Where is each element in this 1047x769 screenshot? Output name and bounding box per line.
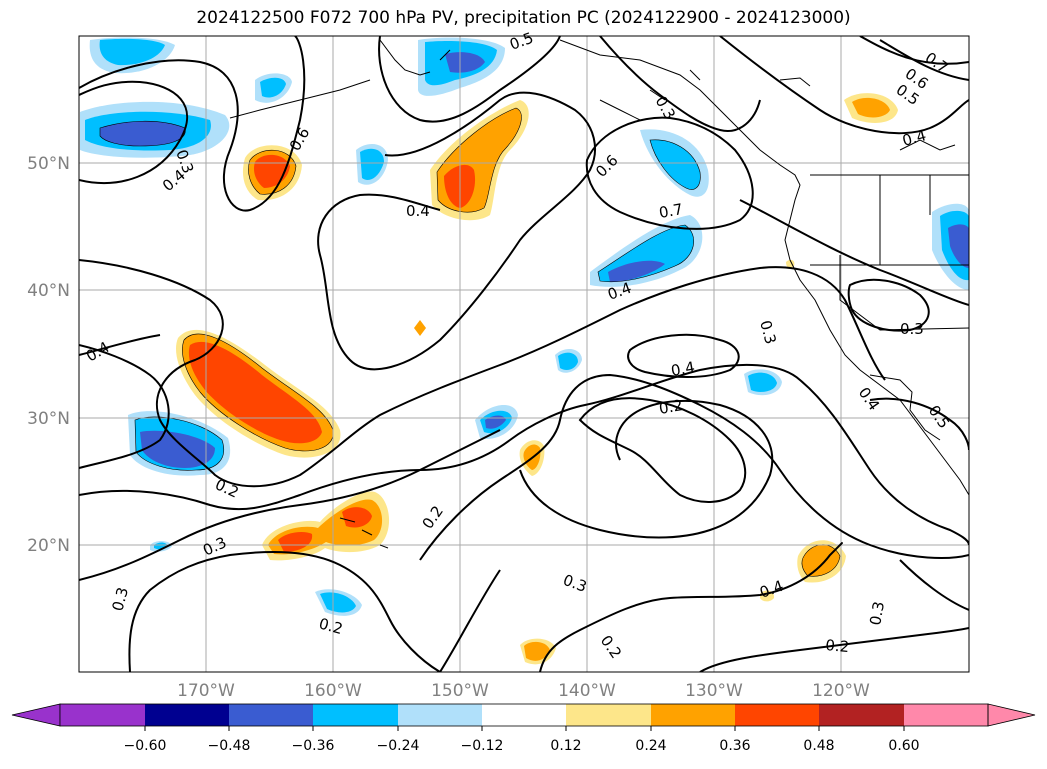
lat-label: 50°N — [27, 154, 70, 174]
contour-label: 0.3 — [108, 585, 132, 613]
negative-pc-shading — [80, 37, 969, 616]
contour-label: 0.2 — [317, 614, 345, 638]
gridlines — [79, 36, 969, 672]
lat-label: 30°N — [27, 409, 70, 429]
longitude-labels: 170°W 160°W 150°W 140°W 130°W 120°W — [177, 681, 870, 701]
colorbar-bin — [398, 704, 482, 726]
colorbar-tick-label: 0.48 — [803, 738, 834, 754]
colorbar-bin — [229, 704, 313, 726]
lon-label: 140°W — [558, 681, 616, 701]
lon-label: 160°W — [304, 681, 362, 701]
contour-label: 0.3 — [900, 320, 924, 338]
colorbar-tick-label: 0.60 — [888, 738, 919, 754]
colorbar-bin — [735, 704, 819, 726]
colorbar-frame — [59, 703, 989, 727]
colorbar-tick-label: −0.12 — [461, 738, 504, 754]
contour-label: 0.4 — [900, 126, 928, 150]
colorbar-tick-label: −0.36 — [292, 738, 335, 754]
pv-contours — [79, 36, 969, 672]
colorbar-tick-label: 0.12 — [550, 738, 581, 754]
contour-label: 0.2 — [825, 636, 850, 656]
colorbar-bin — [651, 704, 735, 726]
contour-label: 0.4 — [670, 358, 697, 380]
latitude-labels: 50°N 40°N 30°N 20°N — [27, 154, 70, 556]
positive-pc-shading — [175, 93, 898, 665]
contour-label: 0.3 — [866, 600, 888, 627]
shading-outlines — [99, 107, 841, 577]
colorbar-bin — [566, 704, 651, 726]
colorbar-tick-label: −0.48 — [208, 738, 251, 754]
colorbar-bin — [819, 704, 904, 726]
colorbar-bin — [60, 704, 145, 726]
lon-label: 130°W — [685, 681, 743, 701]
contour-label: 0.4 — [406, 202, 430, 220]
colorbar-tick-label: −0.60 — [124, 738, 167, 754]
coastlines — [229, 39, 969, 549]
lon-label: 170°W — [177, 681, 235, 701]
lon-label: 150°W — [431, 681, 489, 701]
colorbar-under-arrow — [11, 703, 61, 727]
contour-label: 0.3 — [756, 318, 780, 346]
lon-label: 120°W — [812, 681, 870, 701]
colorbar: −0.60 −0.48 −0.36 −0.24 −0.12 0.12 0.24 … — [11, 703, 1036, 754]
colorbar-bin — [313, 704, 398, 726]
contour-label: 0.7 — [658, 200, 685, 222]
colorbar-tick-label: −0.24 — [377, 738, 420, 754]
colorbar-bin — [482, 704, 566, 726]
lat-label: 40°N — [27, 281, 70, 301]
contour-label: 0.2 — [658, 396, 685, 418]
colorbar-tick-label: 0.36 — [719, 738, 750, 754]
colorbar-bin — [904, 704, 988, 726]
colorbar-over-arrow — [987, 703, 1036, 727]
colorbar-tick-label: 0.24 — [635, 738, 666, 754]
lat-label: 20°N — [27, 536, 70, 556]
map-frame — [78, 35, 970, 673]
colorbar-bin — [145, 704, 229, 726]
map-title: 2024122500 F072 700 hPa PV, precipitatio… — [196, 8, 851, 28]
